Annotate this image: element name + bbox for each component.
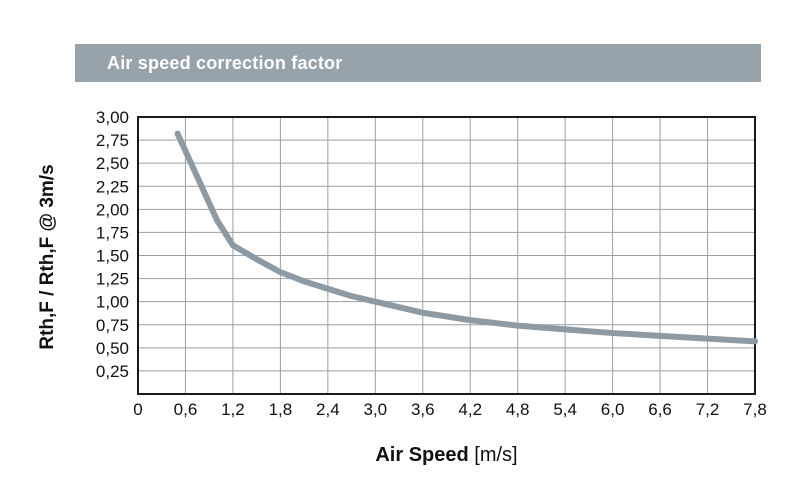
y-tick-label: 2,50 bbox=[96, 154, 129, 173]
section-header: Air speed correction factor bbox=[75, 44, 761, 82]
section-title: Air speed correction factor bbox=[107, 52, 343, 73]
x-tick-label: 6,0 bbox=[601, 400, 625, 419]
x-axis-title-unit: [m/s] bbox=[474, 444, 518, 466]
x-tick-label: 4,8 bbox=[506, 400, 530, 419]
x-tick-label: 7,2 bbox=[696, 400, 720, 419]
y-tick-label: 1,50 bbox=[96, 247, 129, 266]
x-tick-label: 0,6 bbox=[174, 400, 198, 419]
y-axis-title: Rth,F / Rth,F @ 3m/s bbox=[37, 164, 58, 350]
x-tick-label: 0 bbox=[133, 400, 142, 419]
x-tick-label: 5,4 bbox=[553, 400, 577, 419]
y-tick-label: 2,25 bbox=[96, 177, 129, 196]
x-tick-label: 1,8 bbox=[269, 400, 293, 419]
y-tick-label: 1,25 bbox=[96, 270, 129, 289]
x-axis-title: Air Speed [m/s] bbox=[138, 444, 755, 467]
y-tick-label: 0,25 bbox=[96, 362, 129, 381]
y-tick-label: 0,75 bbox=[96, 316, 129, 335]
plot-border bbox=[137, 116, 756, 395]
x-tick-label: 1,2 bbox=[221, 400, 245, 419]
y-tick-label: 0,50 bbox=[96, 339, 129, 358]
x-tick-label: 2,4 bbox=[316, 400, 340, 419]
y-tick-label: 2,00 bbox=[96, 200, 129, 219]
x-tick-label: 3,0 bbox=[363, 400, 387, 419]
y-tick-label: 1,00 bbox=[96, 293, 129, 312]
y-tick-label: 1,75 bbox=[96, 223, 129, 242]
y-tick-label: 3,00 bbox=[96, 108, 129, 127]
x-tick-label: 3,6 bbox=[411, 400, 435, 419]
x-tick-label: 6,6 bbox=[648, 400, 672, 419]
x-tick-label: 7,8 bbox=[743, 400, 767, 419]
y-tick-label: 2,75 bbox=[96, 131, 129, 150]
correction-factor-curve bbox=[174, 130, 758, 345]
x-tick-label: 4,2 bbox=[458, 400, 482, 419]
x-axis-title-name: Air Speed bbox=[375, 444, 469, 466]
